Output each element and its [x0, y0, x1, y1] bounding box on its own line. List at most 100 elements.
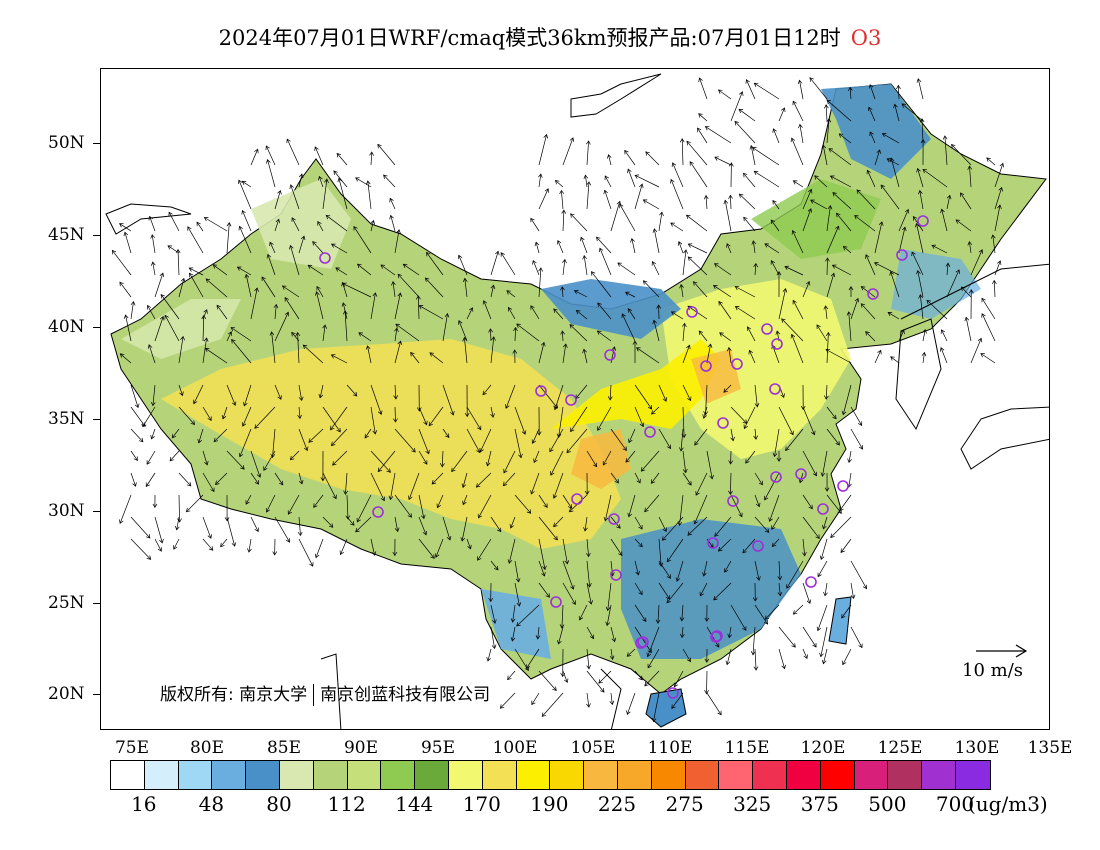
wind-vector-head	[150, 401, 156, 407]
wind-vector-head	[846, 311, 852, 316]
wind-vector	[867, 170, 876, 188]
wind-vector-head	[530, 217, 535, 223]
wind-vector	[130, 472, 136, 487]
wind-vector-head	[904, 208, 910, 214]
wind-vector	[178, 278, 185, 298]
wind-vector	[617, 262, 636, 276]
wind-vector-head	[598, 679, 603, 684]
wind-vector-head	[714, 263, 719, 268]
wind-vector-head	[460, 537, 466, 542]
wind-vector	[322, 179, 328, 210]
wind-vector-head	[554, 180, 560, 185]
wind-vector	[178, 406, 195, 425]
wind-vector-head	[850, 594, 856, 600]
wind-vector-head	[179, 391, 184, 397]
wind-vector-head	[823, 104, 829, 109]
wind-vector	[981, 298, 996, 320]
wind-vector-head	[647, 663, 652, 669]
wind-vector-head	[492, 619, 497, 624]
lat-tick	[93, 694, 100, 695]
wind-vector	[898, 227, 906, 254]
wind-vector-head	[880, 184, 885, 190]
lat-label-20n: 20N	[48, 684, 85, 704]
wind-vector	[634, 516, 643, 530]
wind-vector	[226, 384, 236, 406]
wind-vector-head	[999, 162, 1005, 168]
wind-vector-head	[832, 192, 837, 197]
wind-vector-head	[826, 99, 832, 105]
legend-label: 225	[597, 792, 637, 816]
wind-vector-head	[436, 503, 441, 509]
wind-vector-head	[768, 517, 773, 522]
wind-vector	[271, 331, 276, 364]
wind-vector-head	[627, 308, 632, 313]
wind-vector	[538, 267, 542, 298]
wind-vector	[538, 582, 550, 598]
wind-vector-head	[743, 216, 748, 222]
wind-vector	[658, 212, 663, 232]
wind-vector	[610, 201, 621, 232]
wind-vector-head	[592, 462, 598, 468]
wind-vector-head	[422, 530, 428, 536]
wind-vector	[874, 149, 881, 166]
wind-vector	[743, 406, 756, 429]
wind-vector-head	[647, 648, 652, 654]
wind-vector	[634, 560, 639, 575]
wind-vector-head	[506, 290, 511, 295]
wind-vector	[850, 560, 867, 589]
wind-vector-head	[380, 264, 386, 269]
monitoring-stations	[319, 215, 929, 699]
wind-vector	[848, 450, 852, 463]
wind-vector-head	[919, 118, 925, 123]
wind-vector-head	[325, 214, 331, 220]
wind-vector-head	[320, 477, 326, 482]
wind-vector	[483, 300, 492, 320]
wind-vector	[538, 134, 547, 166]
wind-vector-head	[977, 337, 983, 343]
wind-vector-head	[238, 452, 244, 458]
wind-vector-head	[365, 180, 371, 185]
wind-vector	[514, 406, 526, 435]
wind-vector	[774, 428, 780, 457]
wind-vector-head	[425, 449, 430, 455]
wind-vector	[377, 450, 396, 472]
wind-vector	[769, 494, 780, 522]
wind-vector	[250, 472, 259, 485]
wind-vector-head	[714, 156, 719, 161]
wind-vector-head	[254, 148, 259, 154]
wind-vector-head	[208, 546, 214, 551]
wind-vector-head	[588, 600, 594, 605]
legend-swatch	[888, 761, 923, 789]
wind-vector-head	[461, 483, 467, 489]
wind-vector-head	[807, 188, 813, 194]
wind-vector-head	[462, 277, 468, 283]
wind-vector-head	[355, 528, 360, 533]
wind-vector	[370, 450, 391, 473]
wind-vector	[586, 626, 594, 639]
wind-vector-head	[287, 510, 292, 515]
wind-vector-head	[364, 433, 369, 439]
wind-vector	[477, 538, 492, 561]
wind-vector-head	[289, 184, 294, 189]
wind-vector	[417, 295, 420, 320]
wind-vector-head	[429, 352, 435, 357]
wind-vector	[598, 670, 612, 684]
station-marker	[610, 569, 622, 581]
wind-vector-head	[552, 686, 557, 692]
wind-vector-head	[890, 356, 895, 361]
wind-vector	[608, 154, 612, 166]
wind-vector-head	[201, 314, 207, 320]
wind-vector	[584, 516, 588, 531]
wind-vector-head	[715, 643, 720, 648]
wind-vector	[647, 626, 660, 657]
wind-vector-head	[580, 236, 585, 242]
wind-vector-head	[284, 297, 289, 302]
wind-vector-head	[243, 401, 248, 407]
wind-vector-head	[611, 346, 617, 351]
wind-vector	[922, 169, 948, 188]
wind-vector-head	[770, 219, 776, 225]
wind-vector	[562, 582, 576, 605]
lon-label-105e: 105E	[570, 738, 616, 758]
wind-vector	[562, 210, 565, 232]
wind-vector	[222, 406, 228, 420]
